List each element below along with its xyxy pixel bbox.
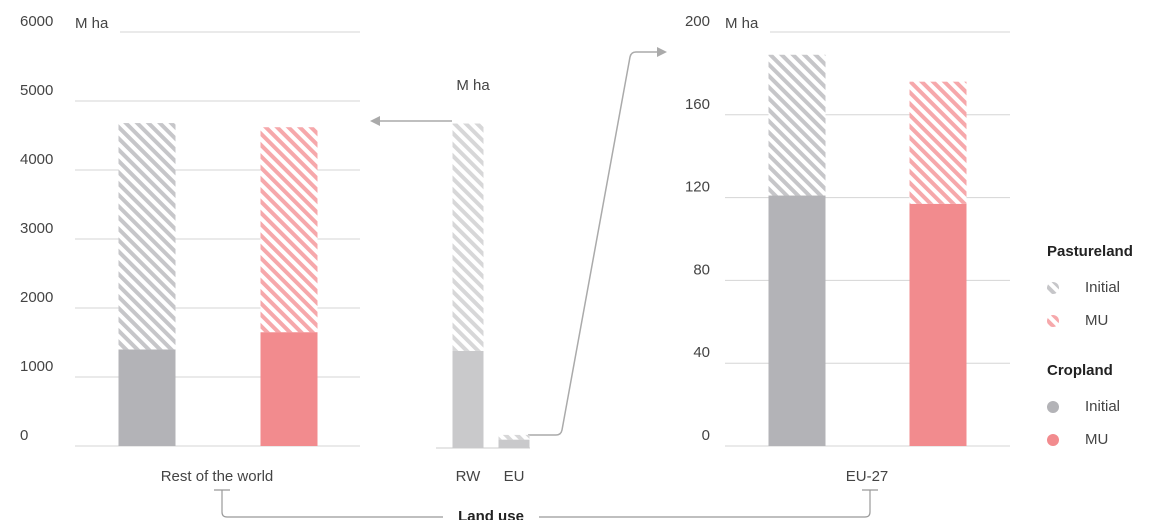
legend-title: Cropland (1047, 362, 1113, 379)
legend-label: Initial (1085, 279, 1120, 296)
pastureland-bar (909, 81, 967, 204)
pastureland-bar (452, 123, 484, 351)
legend-swatch (1047, 434, 1059, 446)
cropland-bar (118, 349, 176, 446)
y-tick-label: 1000 (20, 358, 53, 375)
unit-label: M ha (75, 15, 109, 32)
y-tick-label: 2000 (20, 289, 53, 306)
pastureland-bar (768, 54, 826, 196)
x-tick-label: EU (504, 468, 525, 485)
legend-swatch (1047, 401, 1059, 413)
y-tick-label: 160 (685, 96, 710, 113)
legend-label: Initial (1085, 398, 1120, 415)
y-tick-label: 200 (685, 13, 710, 30)
pastureland-bar (260, 127, 318, 333)
legend-swatch (1047, 315, 1059, 327)
y-tick-label: 40 (693, 344, 710, 361)
unit-label: M ha (456, 77, 490, 94)
y-tick-label: 120 (685, 179, 710, 196)
pastureland-bar (498, 434, 530, 440)
y-tick-label: 80 (693, 261, 710, 278)
x-axis-label: EU-27 (846, 468, 889, 485)
legend-label: MU (1085, 312, 1108, 329)
cropland-bar (909, 203, 967, 446)
x-tick-label: RW (456, 468, 482, 485)
unit-label: M ha (725, 15, 759, 32)
footer-label: Land use (458, 508, 524, 520)
cropland-bar (452, 350, 484, 448)
pastureland-bar (118, 123, 176, 350)
cropland-bar (498, 439, 530, 448)
legend-label: MU (1085, 431, 1108, 448)
bracket (221, 490, 871, 518)
legend-title: Pastureland (1047, 243, 1133, 260)
x-axis-label: Rest of the world (161, 468, 274, 485)
y-tick-label: 3000 (20, 220, 53, 237)
y-tick-label: 5000 (20, 82, 53, 99)
cropland-bar (768, 195, 826, 446)
y-tick-label: 0 (20, 427, 28, 444)
y-tick-label: 0 (702, 427, 710, 444)
zoom-arrow (528, 47, 667, 436)
y-tick-label: 6000 (20, 13, 53, 30)
y-tick-label: 4000 (20, 151, 53, 168)
cropland-bar (260, 332, 318, 446)
legend-swatch (1047, 282, 1059, 294)
